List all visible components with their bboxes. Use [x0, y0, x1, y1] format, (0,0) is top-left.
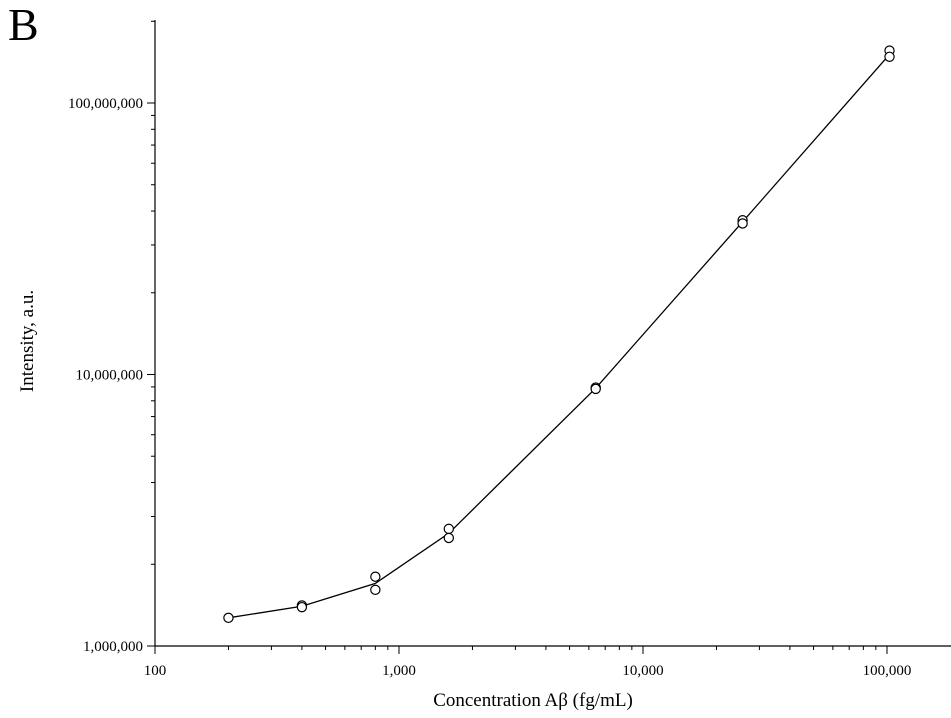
- data-point: [296, 601, 308, 613]
- x-axis-label: Concentration Aβ (fg/mL): [433, 690, 633, 711]
- data-point: [443, 523, 455, 535]
- data-point: [223, 612, 234, 624]
- x-tick-label: 100,000: [863, 663, 912, 679]
- data-point: [370, 571, 381, 582]
- data-point: [884, 51, 895, 62]
- y-axis-label: Intensity, a.u.: [17, 290, 38, 392]
- markers: [223, 45, 895, 624]
- y-tick-label: 100,000,000: [68, 96, 143, 112]
- data-point: [590, 383, 601, 395]
- panel-label: B: [8, 0, 39, 50]
- y-tick-label: 1,000,000: [83, 639, 143, 655]
- series-line: [228, 53, 890, 619]
- y-tick-label: 10,000,000: [76, 368, 144, 384]
- x-tick-label: 1,000: [382, 663, 416, 679]
- axes: [154, 20, 951, 647]
- x-axis-ticks: 100 1,000 10,000 100,000: [144, 646, 912, 679]
- y-axis-ticks: 1,000,000 10,000,000 100,000,000: [68, 20, 155, 655]
- series: [228, 53, 890, 619]
- data-point: [737, 218, 748, 229]
- data-point: [370, 584, 381, 596]
- x-tick-label: 10,000: [622, 663, 663, 679]
- x-tick-label: 100: [144, 663, 167, 679]
- data-point: [443, 532, 455, 544]
